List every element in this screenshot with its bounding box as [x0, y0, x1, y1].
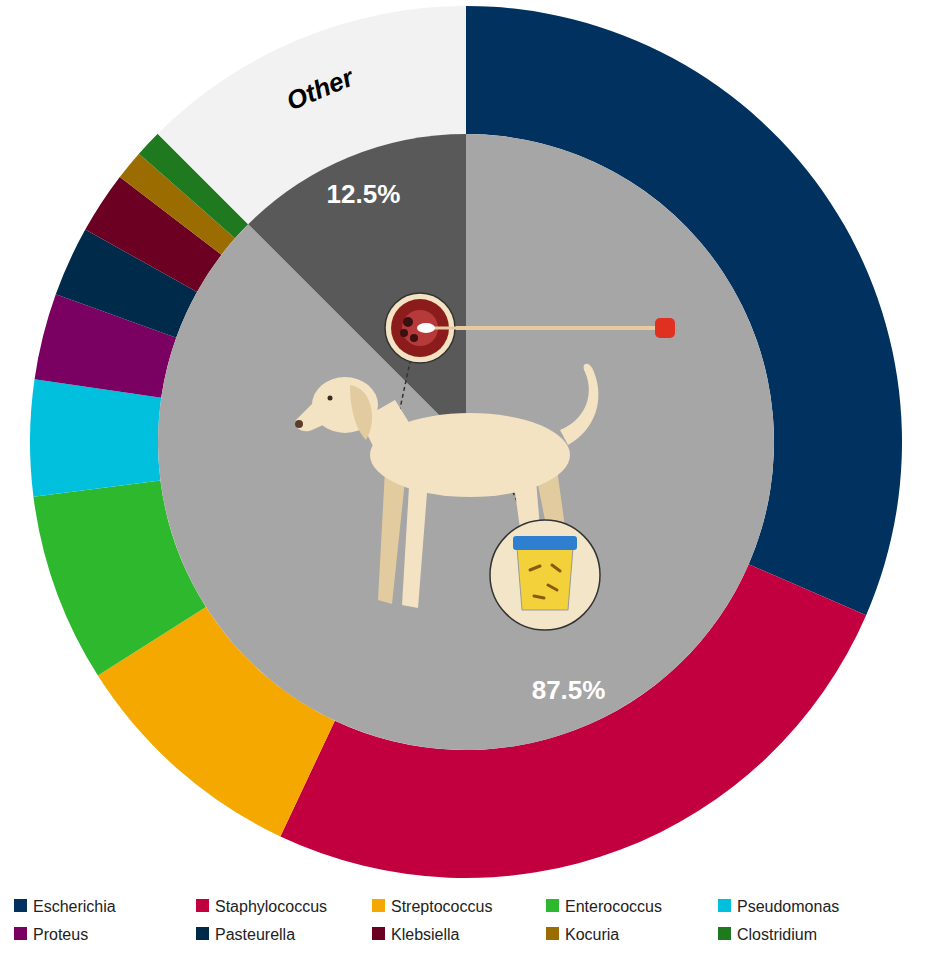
ring-pie [158, 134, 774, 750]
legend-swatch [14, 927, 27, 940]
legend-label: Streptococcus [391, 898, 492, 915]
legend-swatch [546, 927, 559, 940]
legend-label: Escherichia [33, 898, 116, 915]
legend-swatch [196, 899, 209, 912]
swab-cap [655, 318, 675, 338]
legend-swatch [14, 899, 27, 912]
ring-donut [30, 6, 902, 878]
swab-stick [420, 327, 660, 330]
chart: 87.5% 12.5% Other Escherichia Staphylococcus… [0, 0, 944, 974]
dog-eye [328, 396, 333, 401]
bacteria [530, 565, 560, 598]
legend-swatch [718, 927, 731, 940]
bacteria [403, 317, 413, 327]
dog-nose [295, 420, 303, 428]
dog-ear [350, 385, 372, 440]
dog-snout [295, 398, 334, 431]
cup-lid [513, 536, 577, 550]
legend-label: Enterococcus [565, 898, 662, 915]
data-label: 87.5% [532, 675, 606, 705]
legend-label: Pasteurella [215, 926, 295, 943]
slice [158, 134, 774, 750]
swab-stick [420, 326, 660, 330]
illustration [295, 293, 675, 630]
bacteria [400, 329, 408, 337]
dog-leg [378, 470, 405, 604]
data-label: 12.5% [327, 179, 401, 209]
urine-cup [517, 548, 573, 610]
dog-tail [560, 364, 598, 445]
urine-inset [490, 520, 600, 630]
legend-swatch [718, 899, 731, 912]
slice [30, 379, 161, 496]
legend-label: Klebsiella [391, 926, 460, 943]
legend-swatch [546, 899, 559, 912]
legend-label: Kocuria [565, 926, 619, 943]
legend-swatch [372, 899, 385, 912]
legend-label: Pseudomonas [737, 898, 839, 915]
legend-label: Clostridium [737, 926, 817, 943]
wound-core [402, 310, 438, 346]
swab-tip [417, 323, 435, 333]
legend-label: Staphylococcus [215, 898, 327, 915]
legend: Escherichia Staphylococcus Streptococcus En… [14, 898, 839, 943]
slice [248, 134, 466, 442]
legend-swatch [372, 927, 385, 940]
slice-label: Other [282, 61, 359, 116]
bacteria [410, 334, 418, 342]
legend-swatch [196, 927, 209, 940]
legend-label: Proteus [33, 926, 88, 943]
